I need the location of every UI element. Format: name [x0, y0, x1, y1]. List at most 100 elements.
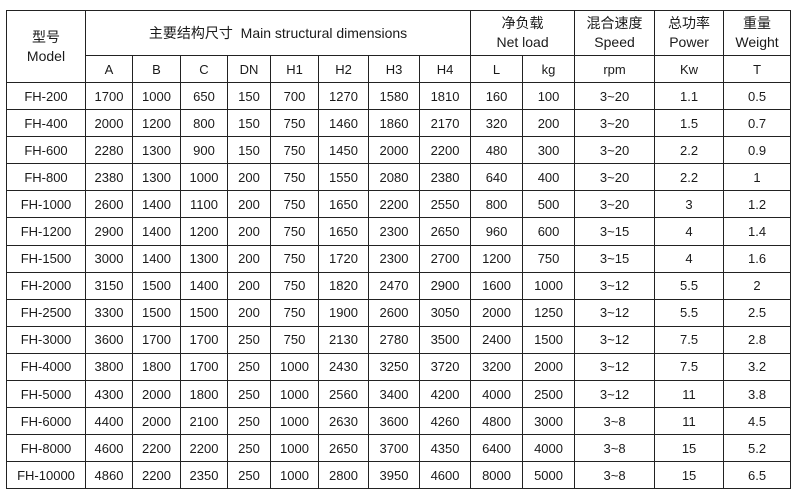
model-en: Model — [26, 47, 66, 64]
value-cell: 2130 — [318, 325, 369, 354]
value-cell: 3300 — [85, 298, 133, 327]
value-cell: 1400 — [132, 244, 181, 273]
value-cell: 1500 — [132, 298, 181, 327]
value-cell: 1.4 — [723, 217, 792, 246]
value-cell: 1.5 — [654, 109, 725, 138]
value-cell: 1700 — [85, 81, 133, 111]
value-cell: 3~20 — [574, 190, 656, 219]
value-cell: 2000 — [522, 352, 576, 382]
value-cell: 1550 — [318, 163, 369, 192]
value-cell: 3~20 — [574, 109, 656, 138]
value-cell: 250 — [227, 352, 271, 382]
value-cell: 3~12 — [574, 298, 656, 327]
subheader-c: C — [180, 55, 228, 83]
value-cell: 500 — [522, 190, 576, 219]
value-cell: 2000 — [132, 407, 181, 436]
value-cell: 2300 — [368, 244, 420, 273]
value-cell: 4300 — [85, 380, 133, 409]
value-cell: 6.5 — [723, 461, 792, 490]
table-row: FH-200 1700 1000 650 150 700 1270 1580 1810 160 10… — [6, 81, 792, 111]
subheader-l: L — [470, 55, 524, 83]
value-cell: 750 — [270, 163, 319, 192]
value-cell: 150 — [227, 136, 271, 165]
value-cell: 2000 — [368, 136, 420, 165]
table-row: FH-1200 2900 1400 1200 200 750 1650 2300 2650 960… — [6, 217, 792, 246]
value-cell: 1800 — [132, 352, 181, 382]
value-cell: 4000 — [522, 434, 576, 463]
model-cn: 型号 — [32, 28, 60, 45]
model-cell: FH-3000 — [6, 325, 86, 354]
value-cell: 5000 — [522, 461, 576, 490]
model-cell: FH-2000 — [6, 271, 86, 300]
power-en: Power — [669, 34, 709, 50]
value-cell: 640 — [470, 163, 524, 192]
value-cell: 750 — [270, 271, 319, 300]
header-power: 总功率 Power — [654, 10, 725, 56]
value-cell: 1450 — [318, 136, 369, 165]
subheader-h1: H1 — [270, 55, 319, 83]
value-cell: 750 — [270, 325, 319, 354]
value-cell: 1300 — [180, 244, 228, 273]
value-cell: 1700 — [180, 325, 228, 354]
value-cell: 750 — [270, 190, 319, 219]
value-cell: 4 — [654, 217, 725, 246]
value-cell: 1000 — [270, 380, 319, 409]
value-cell: 11 — [654, 407, 725, 436]
value-cell: 2500 — [522, 380, 576, 409]
model-cell: FH-6000 — [6, 407, 86, 436]
value-cell: 1200 — [470, 244, 524, 273]
value-cell: 1270 — [318, 81, 369, 111]
value-cell: 750 — [522, 244, 576, 273]
value-cell: 1.2 — [723, 190, 792, 219]
value-cell: 250 — [227, 461, 271, 490]
value-cell: 1200 — [180, 217, 228, 246]
value-cell: 1 — [723, 163, 792, 192]
value-cell: 4260 — [418, 407, 472, 436]
subheader-dn: DN — [227, 55, 271, 83]
table-row: FH-5000 4300 2000 1800 250 1000 2560 3400 4200 40… — [6, 380, 792, 409]
value-cell: 1700 — [180, 352, 228, 382]
value-cell: 2350 — [180, 461, 228, 490]
value-cell: 2380 — [418, 163, 472, 192]
model-cell: FH-400 — [6, 109, 86, 138]
value-cell: 1650 — [318, 217, 369, 246]
value-cell: 1400 — [132, 190, 181, 219]
value-cell: 15 — [654, 461, 725, 490]
value-cell: 2280 — [85, 136, 133, 165]
value-cell: 1500 — [132, 271, 181, 300]
value-cell: 3~8 — [574, 434, 656, 463]
value-cell: 3800 — [85, 352, 133, 382]
value-cell: 3250 — [368, 352, 420, 382]
value-cell: 1500 — [522, 325, 576, 354]
value-cell: 750 — [270, 136, 319, 165]
dimensions-en: Main structural dimensions — [240, 24, 408, 41]
value-cell: 960 — [470, 217, 524, 246]
value-cell: 3600 — [368, 407, 420, 436]
value-cell: 750 — [270, 298, 319, 327]
value-cell: 4350 — [418, 434, 472, 463]
table-row: FH-600 2280 1300 900 150 750 1450 2000 2200 480 30… — [6, 136, 792, 165]
value-cell: 5.5 — [654, 298, 725, 327]
value-cell: 2000 — [85, 109, 133, 138]
value-cell: 150 — [227, 81, 271, 111]
value-cell: 2000 — [132, 380, 181, 409]
value-cell: 3400 — [368, 380, 420, 409]
value-cell: 1.1 — [654, 81, 725, 111]
dimensions-cn: 主要结构尺寸 — [148, 24, 233, 41]
value-cell: 1000 — [522, 271, 576, 300]
subheader-rpm: rpm — [574, 55, 656, 83]
value-cell: 2.2 — [654, 136, 725, 165]
value-cell: 3~8 — [574, 407, 656, 436]
table-row: FH-800 2380 1300 1000 200 750 1550 2080 2380 640 4… — [6, 163, 792, 192]
value-cell: 1720 — [318, 244, 369, 273]
value-cell: 1400 — [132, 217, 181, 246]
value-cell: 200 — [227, 190, 271, 219]
value-cell: 4 — [654, 244, 725, 273]
table-row: FH-8000 4600 2200 2200 250 1000 2650 3700 4350 64… — [6, 434, 792, 463]
subheader-h3: H3 — [368, 55, 420, 83]
value-cell: 200 — [227, 271, 271, 300]
subheader-b: B — [132, 55, 181, 83]
header-net-load: 净负载 Net load — [470, 10, 576, 56]
value-cell: 2 — [723, 271, 792, 300]
value-cell: 3 — [654, 190, 725, 219]
